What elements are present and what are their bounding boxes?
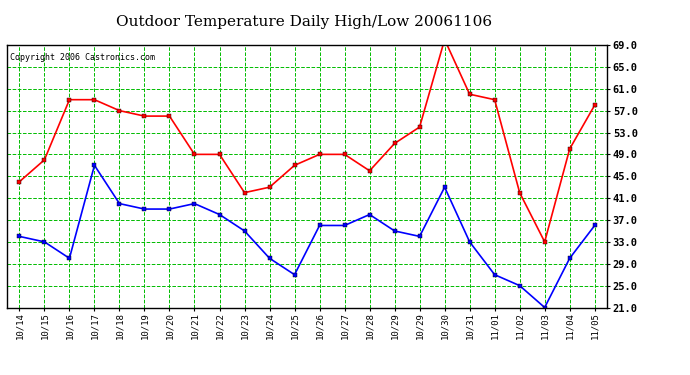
Text: Copyright 2006 Castronics.com: Copyright 2006 Castronics.com — [10, 53, 155, 62]
Text: Outdoor Temperature Daily High/Low 20061106: Outdoor Temperature Daily High/Low 20061… — [115, 15, 492, 29]
